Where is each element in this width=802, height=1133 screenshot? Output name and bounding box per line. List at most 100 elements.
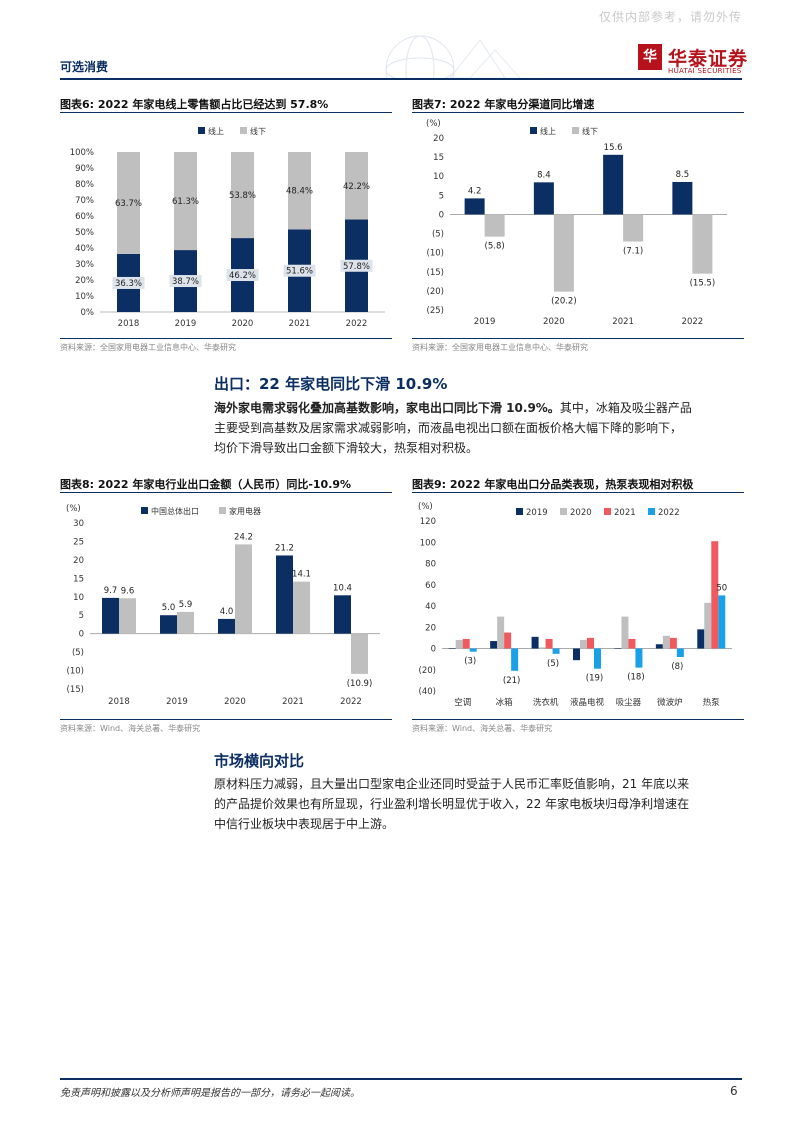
fig9-bar-2021	[545, 638, 553, 649]
fig8-xtick: 2019	[166, 697, 188, 707]
fig6-bar-offline	[345, 152, 368, 220]
fig9-bar-2021	[587, 637, 594, 649]
fig8-value-label: 24.2	[234, 532, 253, 542]
fig6-ytick: 80%	[75, 180, 94, 190]
legend-label-2020: 2020	[570, 508, 592, 518]
fig8-title-rule	[60, 492, 392, 493]
legend-label-线上: 线上	[540, 126, 556, 136]
fig9-bar-2021	[504, 632, 512, 649]
fig6-xtick: 2020	[232, 319, 254, 329]
fig8-bar-a	[276, 555, 293, 634]
fig7-bar-b	[692, 214, 713, 274]
export-lead: 海外家电需求弱化叠加高基数影响，家电出口同比下滑 10.9%。	[214, 401, 560, 415]
export-line1-rest: 其中，冰箱及吸尘器产品	[559, 401, 692, 415]
brand-logo-name: 华泰证券	[668, 48, 749, 70]
section-label: 可选消费	[60, 60, 109, 74]
fig6-ytick: 100%	[70, 148, 94, 158]
fig7-value-label: 8.4	[537, 170, 551, 180]
fig9-bar-2020	[704, 602, 712, 649]
fig9-bar-2020	[455, 640, 463, 649]
fig7-ytick: (10)	[427, 249, 444, 259]
fig6-xtick: 2022	[346, 319, 368, 329]
legend-label-线下: 线下	[582, 126, 598, 136]
fig9-bar-2019	[448, 648, 456, 649]
fig6-ytick: 20%	[75, 276, 94, 286]
fig7-ytick: (25)	[427, 306, 444, 316]
fig7-xtick: 2022	[682, 317, 704, 327]
fig7-xtick: 2021	[612, 317, 634, 327]
fig8-value-label: 10.4	[333, 583, 352, 593]
fig7-xtick: 2020	[543, 317, 565, 327]
fig7-chart: (%) 线上 线下 (25) (20) (15) (10) (5) 0 5 10 15 20 4.2 (5.…	[426, 119, 727, 327]
fig7-value-label: (15.5)	[690, 279, 716, 289]
brand-logo-english: HUATAI SECURITIES	[668, 67, 742, 75]
fig9-ytick: 120	[420, 517, 436, 527]
export-line2: 主要受到高基数及居家需求减弱影响，而液晶电视出口额在面板价格大幅下降的影响下，	[214, 421, 683, 435]
fig6-online-label: 57.8%	[343, 262, 370, 272]
fig6-ytick: 10%	[75, 292, 94, 302]
market-paragraph: 原材料压力减弱，且大量出口型家电企业还同时受益于人民币汇率贬值影响，21 年底以…	[214, 774, 744, 834]
fig8-value-label: 21.2	[275, 543, 294, 553]
fig6-bar-offline	[231, 152, 254, 239]
market-heading: 市场横向对比	[214, 752, 305, 770]
fig8-ytick: 20	[73, 556, 84, 566]
fig6-online-label-bg	[283, 264, 316, 277]
legend-swatch-2020	[560, 508, 567, 515]
fig6-chart: 线上 线下 0% 10% 20% 30% 40% 50% 60% 70% 80% 90% 100% 36.…	[70, 126, 385, 329]
fig7-unit: (%)	[426, 119, 441, 129]
fig6-offline-label: 42.2%	[343, 182, 370, 192]
fig8-bar-a	[102, 597, 119, 634]
fig9-xtick: 冰箱	[496, 697, 514, 708]
fig8-value-label: 5.0	[162, 603, 176, 613]
footer-disclaimer: 免责声明和披露以及分析师声明是报告的一部分，请务必一起阅读。	[60, 1088, 360, 1099]
fig9-ytick: 60	[425, 581, 436, 591]
fig9-bar-2022	[635, 648, 643, 668]
fig9-value-label: (18)	[627, 673, 644, 683]
fig8-unit: (%)	[66, 504, 81, 514]
fig9-bar-2022	[511, 648, 519, 671]
fig9-bar-2021	[669, 637, 677, 649]
fig6-online-label: 38.7%	[172, 277, 199, 287]
fig8-source-rule	[60, 719, 392, 720]
fig8-bar-a	[334, 595, 351, 634]
fig7-value-label: 4.2	[468, 186, 482, 196]
fig9-bar-2019	[531, 636, 539, 649]
fig8-ytick: (15)	[67, 685, 84, 695]
header-decoration-graphic	[385, 35, 522, 80]
fig7-source-rule	[412, 338, 744, 339]
fig6-online-label-bg	[226, 269, 259, 282]
legend-label-2019: 2019	[526, 508, 548, 518]
fig9-ytick: 100	[420, 538, 436, 548]
fig9-bar-2020	[621, 616, 629, 649]
export-paragraph: 海外家电需求弱化叠加高基数影响，家电出口同比下滑 10.9%。其中，冰箱及吸尘器…	[214, 398, 744, 458]
legend-swatch-线上	[198, 127, 205, 134]
fig8-ytick: 0	[79, 630, 84, 640]
footer-rule	[60, 1078, 742, 1080]
fig7-ytick: 0	[439, 210, 444, 220]
fig9-bar-2021	[711, 541, 719, 649]
fig9-bar-2019	[614, 648, 622, 649]
fig8-bar-b	[235, 544, 252, 634]
fig6-ytick: 0%	[81, 308, 95, 318]
legend-swatch-2019	[516, 508, 523, 515]
fig7-ytick: 15	[433, 153, 444, 163]
fig7-value-label: (7.1)	[623, 247, 643, 257]
fig9-ytick: (40)	[419, 687, 436, 697]
fig6-xtick: 2021	[289, 319, 311, 329]
fig6-offline-label: 48.4%	[286, 187, 313, 197]
fig8-value-label: 9.6	[121, 586, 135, 596]
fig7-bar-b	[484, 214, 505, 237]
fig6-ytick: 30%	[75, 260, 94, 270]
legend-label-2022: 2022	[658, 508, 680, 518]
fig9-xtick: 空调	[454, 697, 471, 708]
fig9-chart: (%) 2019 2020 2021 2022 (40) (20) 0 20 40 60 80 100 1…	[418, 502, 732, 708]
fig8-ytick: (5)	[72, 648, 84, 658]
fig9-bar-2021	[462, 638, 470, 649]
market-line3: 中信行业板块中表现居于中上游。	[214, 817, 395, 831]
fig9-ytick: 80	[425, 560, 436, 570]
fig9-value-label: 50	[716, 583, 727, 593]
fig7-title: 图表7: 2022 年家电分渠道同比增速	[412, 98, 595, 111]
legend-label-线上: 线上	[208, 126, 224, 136]
fig7-bar-a	[464, 198, 485, 215]
fig8-ytick: 30	[73, 519, 84, 529]
